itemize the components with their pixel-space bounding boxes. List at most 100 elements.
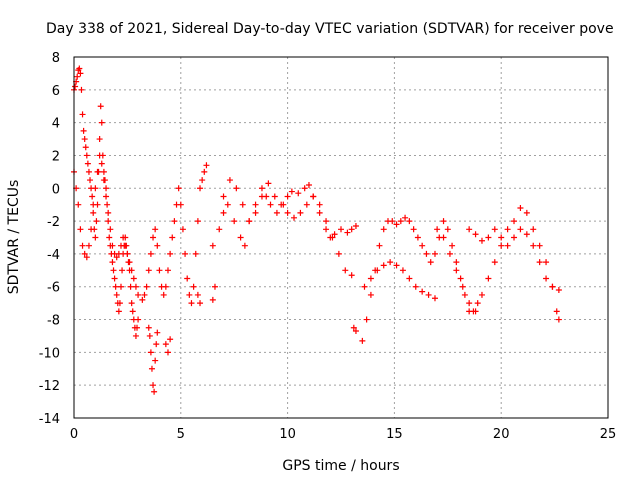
data-point <box>361 283 368 290</box>
data-point <box>393 262 400 269</box>
data-point <box>74 73 81 80</box>
data-point <box>77 226 84 233</box>
y-tick-label: -12 <box>39 379 60 394</box>
data-point <box>278 201 285 208</box>
data-point <box>246 218 253 225</box>
data-point <box>110 267 117 274</box>
data-point <box>100 177 107 184</box>
data-point <box>98 160 105 167</box>
data-point <box>335 250 342 257</box>
data-point <box>434 226 441 233</box>
data-point <box>352 223 359 230</box>
data-point <box>129 308 136 315</box>
data-point <box>82 144 89 151</box>
data-point <box>83 152 90 159</box>
data-point <box>151 388 158 395</box>
data-point <box>498 242 505 249</box>
x-tick-label: 10 <box>279 427 296 442</box>
data-point <box>203 162 210 169</box>
data-point <box>124 250 131 257</box>
data-point <box>410 226 417 233</box>
x-tick-label: 20 <box>493 427 510 442</box>
data-point <box>305 181 312 188</box>
data-point <box>387 259 394 266</box>
y-tick-label: -10 <box>39 346 60 361</box>
data-point <box>135 316 142 323</box>
data-point <box>380 226 387 233</box>
data-point <box>109 242 116 249</box>
data-point <box>115 308 122 315</box>
data-point <box>209 296 216 303</box>
tick-labels: 0 5 10 15 20 25 -14 -12 -10 -8 -6 -4 -2 0 2 4 6 8 <box>39 51 617 442</box>
data-point <box>81 136 88 143</box>
y-tick-label: 6 <box>52 84 60 99</box>
data-point <box>543 259 550 266</box>
data-point <box>94 168 101 175</box>
data-point <box>146 332 153 339</box>
data-point <box>374 267 381 274</box>
data-point <box>393 221 400 228</box>
data-point <box>271 193 278 200</box>
plot-frame <box>73 56 609 419</box>
data-point <box>143 283 150 290</box>
data-point <box>83 254 90 261</box>
data-point <box>511 234 518 241</box>
data-point <box>323 226 330 233</box>
y-tick-label: 8 <box>52 51 60 66</box>
data-point <box>139 296 146 303</box>
data-point <box>194 291 201 298</box>
data-point <box>220 193 227 200</box>
data-point <box>171 218 178 225</box>
data-point <box>154 242 161 249</box>
data-point <box>153 341 160 348</box>
data-point <box>348 272 355 279</box>
data-point <box>192 250 199 257</box>
data-point <box>96 136 103 143</box>
y-tick-label: 4 <box>52 117 60 132</box>
data-point <box>167 250 174 257</box>
data-point <box>329 234 336 241</box>
data-point <box>491 226 498 233</box>
x-tick-label: 25 <box>600 427 617 442</box>
y-tick-label: -8 <box>47 314 60 329</box>
data-point <box>297 209 304 216</box>
data-point <box>220 209 227 216</box>
data-point <box>291 214 298 221</box>
x-tick-label: 0 <box>70 427 78 442</box>
data-point <box>440 234 447 241</box>
data-point <box>504 226 511 233</box>
data-point <box>190 283 197 290</box>
data-point <box>152 226 159 233</box>
data-point <box>75 201 82 208</box>
data-point <box>427 259 434 266</box>
data-point <box>81 250 88 257</box>
data-point <box>197 185 204 192</box>
grid-layer <box>74 57 608 418</box>
data-point <box>132 332 139 339</box>
data-point <box>90 209 97 216</box>
data-point <box>555 316 562 323</box>
y-tick-label: -4 <box>47 248 60 263</box>
data-point <box>406 275 413 282</box>
data-point <box>231 218 238 225</box>
data-point <box>258 185 265 192</box>
data-points-layer <box>71 65 562 395</box>
data-point <box>273 209 280 216</box>
data-point <box>194 218 201 225</box>
data-point <box>472 231 479 238</box>
data-point <box>530 242 537 249</box>
data-point <box>226 177 233 184</box>
data-point <box>115 250 122 257</box>
data-point <box>453 259 460 266</box>
data-point <box>412 283 419 290</box>
data-point <box>431 250 438 257</box>
data-point <box>89 193 96 200</box>
data-point <box>130 275 137 282</box>
data-point <box>105 209 112 216</box>
y-axis-label: SDTVAR / TECUs <box>6 180 22 295</box>
x-axis-label: GPS time / hours <box>282 458 399 474</box>
data-point <box>209 242 216 249</box>
data-point <box>466 300 473 307</box>
data-point <box>348 226 355 233</box>
